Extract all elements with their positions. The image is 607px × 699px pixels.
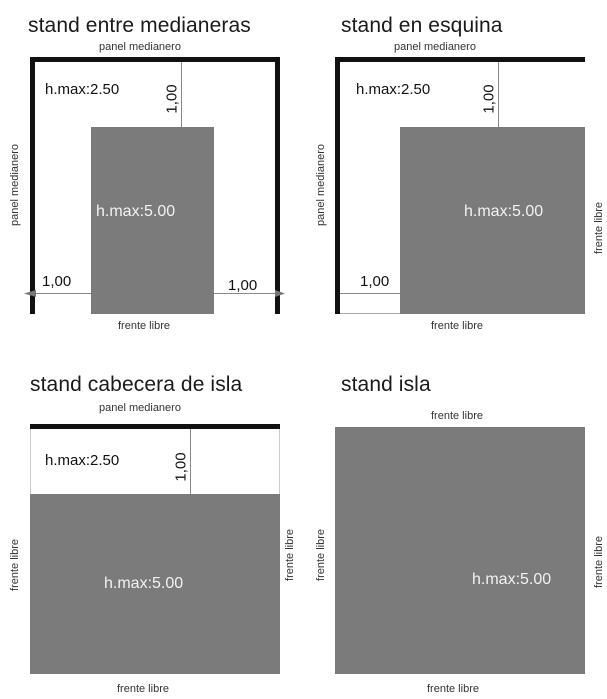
diagram-title: stand cabecera de isla — [30, 373, 243, 396]
height-label-low: h.max:2.50 — [356, 81, 431, 98]
front-label: frente libre — [431, 320, 483, 332]
diagram-title: stand en esquina — [341, 14, 503, 37]
left-edge — [30, 429, 31, 494]
height-label-high: h.max:5.00 — [464, 203, 544, 220]
height-label-low: h.max:2.50 — [45, 81, 120, 98]
left-wall-label: panel medianero — [9, 144, 21, 226]
diagram-title: stand isla — [341, 373, 431, 396]
bottom-edge — [340, 313, 400, 314]
top-front-label: frente libre — [431, 410, 483, 422]
setback-top-value: 1,00 — [172, 452, 190, 482]
left-front-label: frente libre — [315, 529, 327, 581]
right-wall — [275, 57, 280, 314]
setback-top-line — [181, 62, 182, 127]
tall-zone — [335, 427, 585, 674]
tall-zone — [91, 127, 214, 314]
height-label-high: h.max:5.00 — [104, 575, 184, 592]
left-wall — [335, 57, 340, 314]
setback-top-line — [498, 62, 499, 127]
left-wall — [30, 57, 35, 314]
top-wall-label: panel medianero — [99, 402, 181, 414]
top-wall — [335, 57, 585, 62]
right-front-label: frente libre — [284, 529, 296, 581]
top-wall-label: panel medianero — [99, 41, 181, 53]
right-front-label: frente libre — [593, 202, 605, 254]
setback-left-line — [35, 293, 91, 294]
right-edge — [279, 429, 280, 494]
setback-left-value: 1,00 — [360, 273, 390, 290]
setback-top-line — [190, 429, 191, 494]
setback-left-value: 1,00 — [42, 273, 72, 290]
top-wall — [30, 424, 280, 429]
setback-left-line — [340, 293, 400, 294]
front-label: frente libre — [427, 683, 479, 695]
front-label: frente libre — [117, 683, 169, 695]
right-front-label: frente libre — [593, 536, 605, 588]
diagram-title: stand entre medianeras — [28, 14, 251, 37]
front-label: frente libre — [118, 320, 170, 332]
height-label-low: h.max:2.50 — [45, 452, 120, 469]
height-label-high: h.max:5.00 — [472, 571, 552, 588]
setback-top-value: 1,00 — [480, 84, 498, 114]
top-wall — [30, 57, 280, 62]
height-label-high: h.max:5.00 — [96, 203, 176, 220]
setback-right-line — [214, 293, 275, 294]
top-wall-label: panel medianero — [394, 41, 476, 53]
setback-top-value: 1,00 — [163, 84, 181, 114]
left-front-label: frente libre — [9, 539, 21, 591]
tall-zone — [400, 127, 585, 314]
left-wall-label: panel medianero — [315, 144, 327, 226]
setback-right-value: 1,00 — [228, 277, 258, 294]
arrow-right-icon — [275, 290, 285, 297]
tall-zone — [30, 494, 280, 674]
arrow-left-icon — [24, 290, 36, 297]
